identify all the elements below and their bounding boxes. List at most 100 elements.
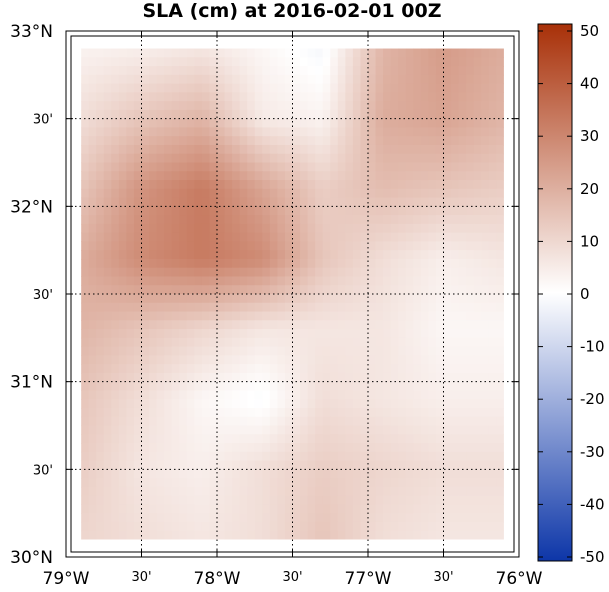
heatmap-cell <box>164 478 173 488</box>
heatmap-cell <box>496 206 504 216</box>
heatmap-cell <box>224 425 233 435</box>
heatmap-cell <box>420 486 429 497</box>
heatmap-cell <box>247 57 256 67</box>
heatmap-cell <box>141 153 150 164</box>
heatmap-cell <box>368 66 377 76</box>
heatmap-cell <box>164 267 173 278</box>
heatmap-cell <box>171 390 180 400</box>
heatmap-cell <box>488 478 497 488</box>
heatmap-cell <box>81 74 90 85</box>
heatmap-cell <box>330 74 339 85</box>
heatmap-cell <box>269 399 278 409</box>
heatmap-cell <box>345 101 354 111</box>
heatmap-cell <box>164 495 173 505</box>
heatmap-cell <box>398 57 407 67</box>
heatmap-cell <box>269 232 278 242</box>
heatmap-cell <box>209 66 218 76</box>
heatmap-cell <box>390 223 399 234</box>
heatmap-cell <box>156 101 165 111</box>
heatmap-cell <box>337 267 346 278</box>
heatmap-cell <box>458 83 467 93</box>
heatmap-cell <box>466 381 475 392</box>
heatmap-cell <box>81 355 90 365</box>
heatmap-cell <box>360 276 369 286</box>
heatmap-cell <box>375 407 384 418</box>
heatmap-cell <box>383 162 392 172</box>
heatmap-cell <box>375 443 384 453</box>
heatmap-cell <box>277 504 286 514</box>
heatmap-cell <box>269 206 278 216</box>
heatmap-cell <box>451 513 460 523</box>
heatmap-cell <box>473 66 482 76</box>
heatmap-cell <box>171 434 180 444</box>
heatmap-cell <box>239 83 248 93</box>
heatmap-cell <box>496 320 504 330</box>
heatmap-cell <box>330 478 339 488</box>
heatmap-cell <box>164 232 173 242</box>
heatmap-cell <box>451 144 460 155</box>
heatmap-cell <box>292 521 301 532</box>
heatmap-cell <box>443 381 452 392</box>
heatmap-cell <box>284 372 294 383</box>
heatmap-cell <box>360 302 369 313</box>
heatmap-cell <box>413 250 422 260</box>
heatmap-cell <box>300 495 309 505</box>
heatmap-cell <box>481 407 490 418</box>
heatmap-cell <box>466 337 475 348</box>
heatmap-cell <box>164 451 173 462</box>
heatmap-cell <box>141 250 150 260</box>
heatmap-cell <box>405 197 414 207</box>
heatmap-cell <box>315 232 324 242</box>
heatmap-cell <box>118 267 127 278</box>
heatmap-cell <box>186 320 195 330</box>
heatmap-cell <box>224 74 233 85</box>
heatmap-cell <box>307 346 316 356</box>
heatmap-cell <box>300 504 309 514</box>
heatmap-cell <box>375 495 384 505</box>
heatmap-cell <box>292 460 301 470</box>
heatmap-cell <box>337 390 346 400</box>
heatmap-cell <box>118 285 127 295</box>
heatmap-cell <box>496 109 504 120</box>
heatmap-cell <box>262 320 271 330</box>
heatmap-cell <box>307 241 316 251</box>
heatmap-cell <box>133 136 143 146</box>
heatmap-cell <box>488 136 497 146</box>
heatmap-cell <box>171 346 180 356</box>
heatmap-cell <box>88 223 97 234</box>
heatmap-cell <box>473 504 482 514</box>
heatmap-cell <box>443 337 452 348</box>
heatmap-cell <box>375 302 384 313</box>
heatmap-cell <box>247 127 256 137</box>
heatmap-cell <box>164 329 173 339</box>
heatmap-cell <box>443 329 452 339</box>
heatmap-cell <box>360 118 369 129</box>
heatmap-cell <box>428 101 437 111</box>
heatmap-cell <box>171 329 180 339</box>
heatmap-cell <box>428 241 437 251</box>
heatmap-cell <box>368 197 377 207</box>
heatmap-cell <box>337 416 346 427</box>
heatmap-cell <box>269 372 278 383</box>
heatmap-cell <box>428 153 437 164</box>
heatmap-cell <box>345 267 354 278</box>
heatmap-cell <box>164 294 173 304</box>
heatmap-cell <box>292 127 301 137</box>
heatmap-cell <box>103 399 112 409</box>
heatmap-cell <box>337 285 346 295</box>
heatmap-cell <box>262 364 271 374</box>
heatmap-cell <box>300 232 309 242</box>
heatmap-cell <box>217 530 226 540</box>
heatmap-cell <box>413 206 422 216</box>
heatmap-cell <box>171 109 180 120</box>
heatmap-cell <box>118 364 127 374</box>
heatmap-cell <box>473 118 482 129</box>
heatmap-cell <box>96 513 105 523</box>
heatmap-cell <box>239 250 248 260</box>
heatmap-cell <box>194 355 203 365</box>
heatmap-cell <box>368 241 377 251</box>
heatmap-cell <box>284 48 294 58</box>
heatmap-cell <box>111 74 120 85</box>
heatmap-cell <box>420 74 429 85</box>
